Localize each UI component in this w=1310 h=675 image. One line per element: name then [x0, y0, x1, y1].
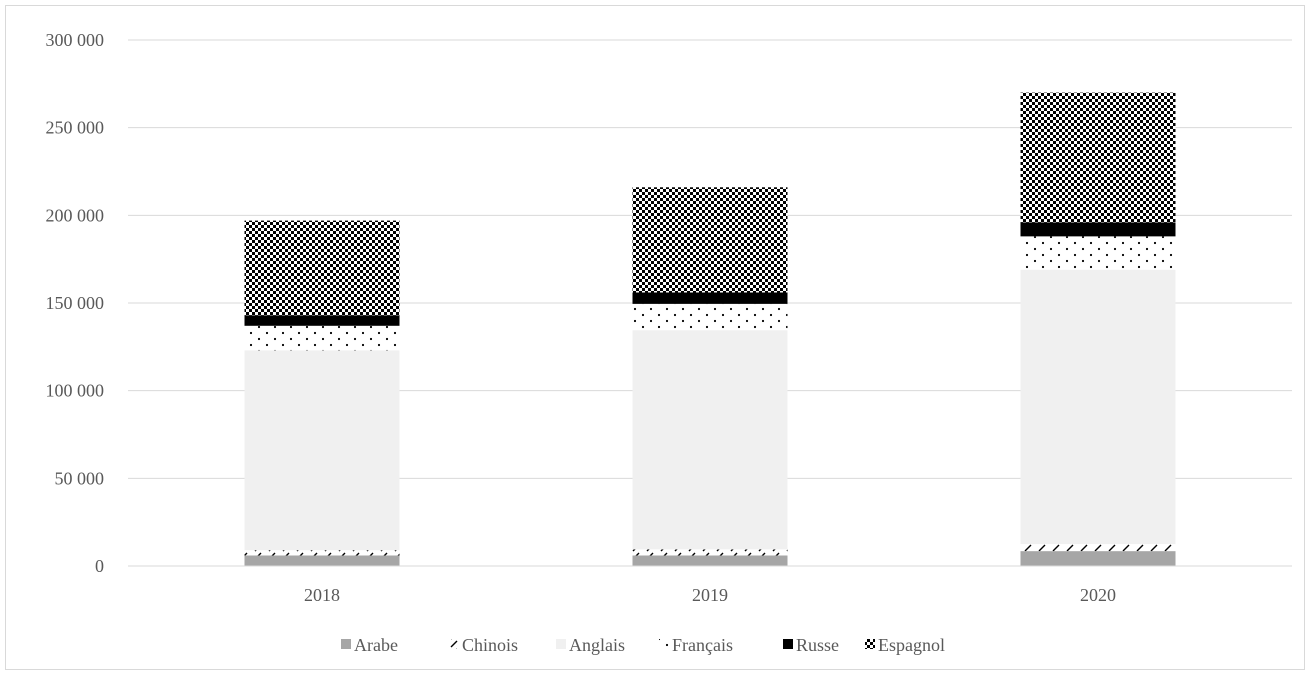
y-tick-label: 150 000 [46, 293, 105, 313]
bar-segment-franais [1020, 236, 1176, 270]
legend-label: Chinois [462, 635, 518, 655]
bar-segment-espagnol [244, 220, 400, 316]
y-tick-label: 100 000 [46, 381, 105, 401]
legend-label: Anglais [569, 635, 625, 655]
legend-swatch [341, 639, 351, 649]
bar-segment-russe [1020, 222, 1176, 237]
legend-swatch [449, 639, 459, 649]
bar-stack-2020 [1020, 92, 1176, 566]
legend-item-franais: Français [659, 635, 733, 655]
legend-label: Arabe [354, 635, 398, 655]
legend: Arabe Chinois Anglais Français Russe Espagnol [341, 635, 945, 655]
y-tick-label: 50 000 [55, 468, 105, 488]
legend-label: Russe [796, 635, 839, 655]
bar-segment-franais [632, 303, 788, 331]
bar-segment-anglais [244, 350, 400, 551]
bar-segment-anglais [632, 330, 788, 550]
bar-stack-2019 [632, 187, 788, 566]
bar-segment-franais [244, 325, 400, 351]
bar-segment-espagnol [1020, 92, 1176, 223]
y-tick-label: 250 000 [46, 118, 105, 138]
bar-segment-anglais [1020, 269, 1176, 545]
x-tick-label: 2018 [304, 585, 340, 605]
legend-item-arabe: Arabe [341, 635, 398, 655]
x-tick-label: 2019 [692, 585, 728, 605]
y-tick-label: 300 000 [46, 30, 105, 50]
legend-item-russe: Russe [783, 635, 839, 655]
legend-label: Espagnol [878, 635, 945, 655]
bar-segment-russe [244, 315, 400, 326]
bar-stack-2018 [244, 220, 400, 566]
bar-segment-chinois [244, 550, 400, 556]
bar-segment-arabe [1020, 551, 1176, 566]
bar-segment-arabe [244, 555, 400, 566]
x-tick-label: 2020 [1080, 585, 1116, 605]
bar-segment-chinois [632, 549, 788, 556]
bar-segment-russe [632, 292, 788, 304]
bar-stacks [244, 92, 1176, 566]
legend-swatch [865, 639, 875, 649]
y-tick-label: 0 [95, 556, 104, 576]
y-tick-label: 200 000 [46, 205, 105, 225]
legend-label: Français [672, 635, 733, 655]
legend-swatch [659, 639, 669, 649]
x-axis: 2018 2019 2020 [128, 565, 1292, 605]
bar-segment-espagnol [632, 187, 788, 293]
chart-frame [5, 5, 1305, 670]
bar-segment-chinois [1020, 544, 1176, 552]
legend-item-anglais: Anglais [556, 635, 625, 655]
legend-item-chinois: Chinois [449, 635, 518, 655]
legend-swatch [783, 639, 793, 649]
y-axis-tick-labels: 0 50 000 100 000 150 000 200 000 250 000 300 0… [46, 30, 105, 576]
legend-swatch [556, 639, 566, 649]
legend-item-espagnol: Espagnol [865, 635, 945, 655]
bar-segment-arabe [632, 555, 788, 566]
